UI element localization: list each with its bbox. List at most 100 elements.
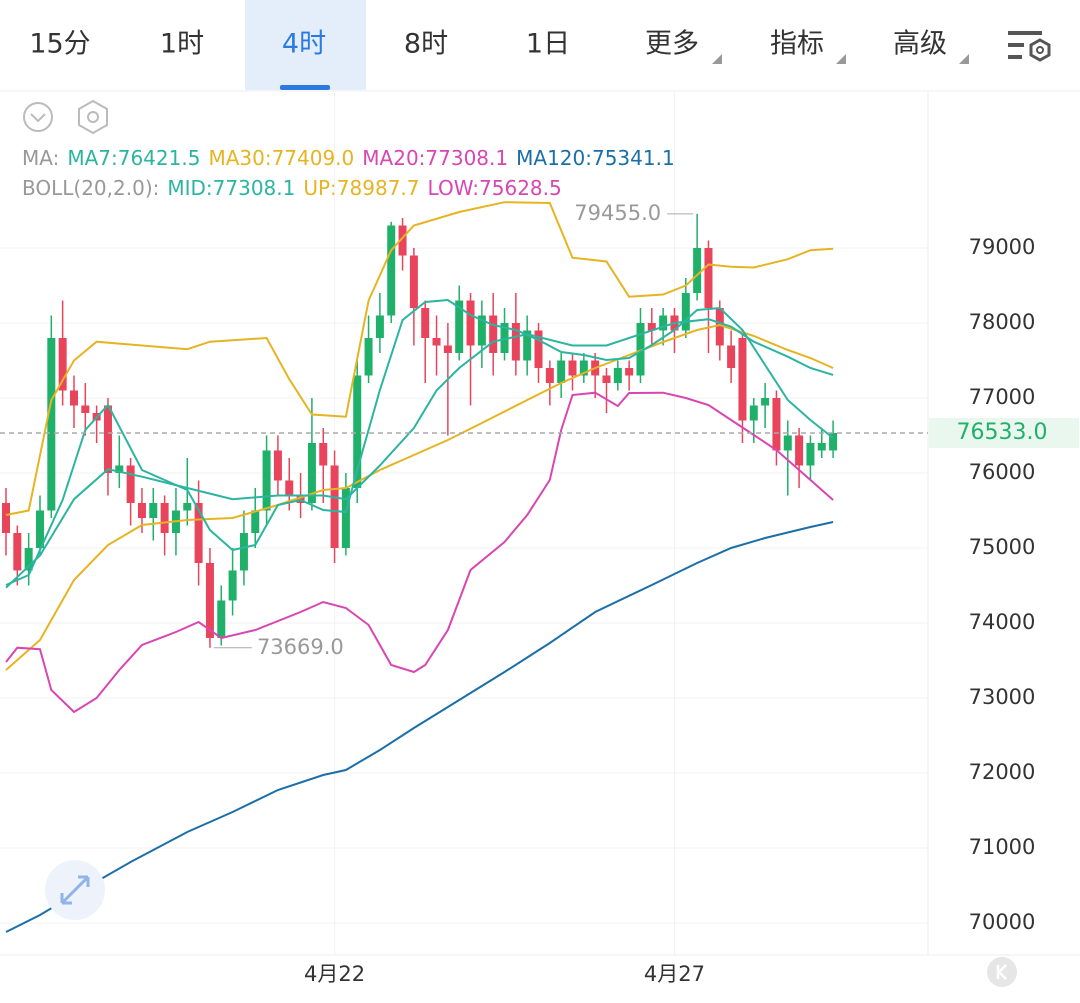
candle-body: [330, 465, 339, 548]
candle-body: [647, 322, 656, 331]
candle-body: [398, 225, 407, 256]
candle-body: [409, 255, 418, 308]
candle-body: [387, 225, 396, 316]
candle-body: [704, 247, 713, 308]
legend-item: MA120:75341.1: [516, 146, 675, 170]
candle-body: [761, 397, 770, 406]
candle-body: [568, 360, 577, 376]
candle-body: [545, 367, 554, 383]
candle-body: [58, 337, 67, 391]
indicator-line: [5, 298, 834, 586]
y-tick-label: 70000: [969, 910, 1036, 934]
tab[interactable]: 1日: [526, 29, 570, 60]
y-tick-label: 74000: [969, 610, 1036, 634]
settings-hex[interactable]: [78, 99, 108, 135]
tab[interactable]: 高级: [893, 29, 947, 60]
candle-body: [81, 405, 90, 413]
tab[interactable]: 15分: [29, 29, 90, 60]
last-price-box: [929, 418, 1079, 449]
tab[interactable]: 更多: [645, 29, 699, 60]
candle-body: [625, 367, 634, 376]
candle-body: [47, 337, 56, 511]
candle-body: [69, 390, 78, 406]
candle-body: [466, 300, 475, 346]
back-button[interactable]: [987, 957, 1017, 987]
candle-body: [432, 337, 441, 346]
settings-icon[interactable]: [1008, 31, 1051, 62]
candle-body: [613, 367, 622, 383]
candle-body: [194, 502, 203, 563]
candle-body: [795, 435, 804, 466]
settings-hex-dot: [87, 111, 99, 123]
last-price-label: 76533.0: [957, 420, 1048, 445]
legend-ma: MA: MA7:76421.5 MA30:77409.0 MA20:77308.1 MA…: [22, 146, 675, 170]
candle-body: [137, 502, 146, 518]
tab[interactable]: 4时: [282, 29, 326, 60]
tab[interactable]: 8时: [404, 29, 448, 60]
candle-body: [183, 502, 192, 511]
candle-body: [13, 532, 22, 571]
dropdown-arrow: [959, 54, 969, 64]
candle-body: [715, 307, 724, 346]
candle-body: [2, 502, 10, 533]
candle-body: [829, 433, 838, 451]
candle-body: [489, 315, 498, 353]
candle-body: [205, 562, 214, 638]
tab-selected-bg: [245, 0, 366, 90]
y-tick-label: 72000: [969, 760, 1036, 784]
collapse-icon[interactable]: [23, 102, 53, 132]
expand-icon: [60, 875, 90, 905]
y-tick-label: 76000: [969, 460, 1036, 484]
legend-item: MA7:76421.5: [67, 146, 200, 170]
y-tick-label: 73000: [969, 685, 1036, 709]
legend-boll: BOLL(20,2.0): MID:77308.1 UP:78987.7 LOW:75…: [22, 176, 562, 200]
candle-body: [681, 292, 690, 331]
candle-body: [806, 442, 815, 466]
candle-body: [579, 360, 588, 376]
candle-body: [557, 360, 566, 383]
y-tick-label: 79000: [969, 235, 1036, 259]
candle-body: [115, 465, 124, 473]
candle-body: [500, 322, 509, 353]
low-marker-label: 73669.0: [257, 635, 344, 659]
candle-body: [749, 405, 758, 421]
dropdown-arrow: [712, 54, 722, 64]
high-marker-label: 79455.0: [574, 201, 661, 225]
candle-body: [160, 502, 169, 533]
indicator-line: [5, 318, 834, 589]
candle-body: [602, 375, 611, 383]
candle-body: [319, 442, 328, 466]
y-tick-label: 71000: [969, 835, 1036, 859]
candle-body: [659, 315, 668, 331]
indicator-line: [5, 323, 834, 671]
candle-body: [636, 322, 645, 376]
candle-body: [285, 480, 294, 496]
candle-body: [262, 450, 271, 511]
candle-body: [103, 405, 112, 473]
y-tick-label: 75000: [969, 535, 1036, 559]
dropdown-arrow: [836, 54, 846, 64]
candle-body: [693, 247, 702, 293]
back-icon: [996, 964, 1007, 980]
legend-item: LOW:75628.5: [428, 176, 562, 200]
legend-label: BOLL(20,2.0):: [22, 176, 159, 200]
candle-body: [421, 307, 430, 338]
candle-body: [341, 487, 350, 548]
candle-body: [534, 330, 543, 368]
tab[interactable]: 1时: [160, 29, 204, 60]
candle-body: [228, 570, 237, 601]
candle-body: [364, 337, 373, 376]
indicator-line: [5, 521, 834, 933]
legend-item: MA20:77308.1: [362, 146, 508, 170]
indicator-line: [5, 391, 834, 714]
candle-body: [783, 435, 792, 451]
legend-item: MID:77308.1: [167, 176, 295, 200]
tab[interactable]: 指标: [770, 29, 824, 60]
legend-label: MA:: [22, 146, 59, 170]
candle-body: [217, 600, 226, 638]
candle-body: [126, 465, 135, 503]
x-tick-label: 4月27: [644, 962, 705, 986]
candle-body: [523, 330, 532, 361]
candle-body: [738, 337, 747, 421]
